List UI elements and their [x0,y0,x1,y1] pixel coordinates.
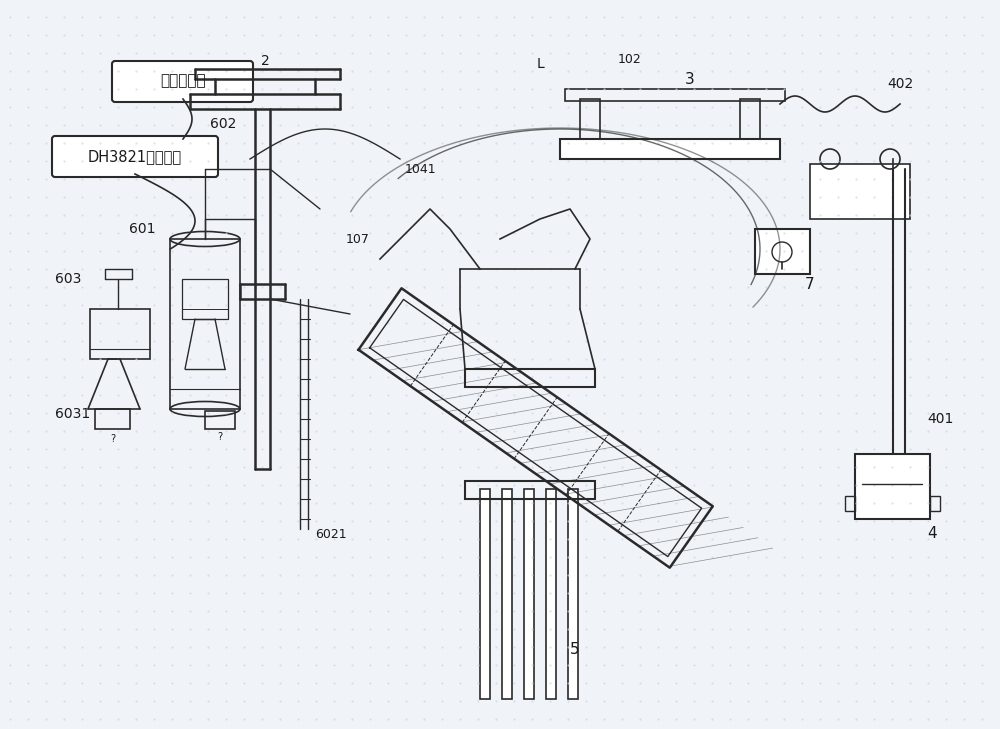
Bar [845,496,855,511]
Text: 7: 7 [805,276,815,292]
Text: 602: 602 [210,117,236,131]
Text: 401: 401 [927,412,953,426]
Text: 3: 3 [685,71,695,87]
Bar [465,369,595,387]
Text: ?: ? [110,434,116,444]
Bar [524,489,534,699]
Bar [810,164,910,219]
Text: 笔记本电脑: 笔记本电脑 [160,74,206,88]
Text: 1041: 1041 [404,163,436,176]
Bar [855,454,930,519]
FancyBboxPatch shape [52,136,218,177]
Bar [560,139,780,159]
Bar [568,489,578,699]
Text: 4: 4 [927,526,937,542]
Bar [90,309,150,359]
Bar [95,409,130,429]
Text: 603: 603 [55,272,81,286]
Bar [755,229,810,274]
Bar [465,481,595,499]
Text: 402: 402 [887,77,913,91]
Bar [502,489,512,699]
Bar [930,496,940,511]
Bar [580,99,600,139]
Bar [480,489,490,699]
Bar [546,489,556,699]
Bar [170,239,240,409]
Text: 5: 5 [570,642,580,657]
Bar [740,99,760,139]
Text: 601: 601 [128,222,155,236]
Text: 2: 2 [261,54,269,68]
Bar [565,89,785,101]
Text: 6031: 6031 [55,407,90,421]
Text: DH3821（主机）: DH3821（主机） [88,149,182,165]
Text: 102: 102 [618,52,642,66]
FancyBboxPatch shape [112,61,253,102]
Text: 6021: 6021 [315,528,347,540]
Text: L: L [536,57,544,71]
Bar [182,279,228,319]
Text: 107: 107 [346,233,370,246]
Bar [205,411,235,429]
Text: ?: ? [217,432,223,442]
